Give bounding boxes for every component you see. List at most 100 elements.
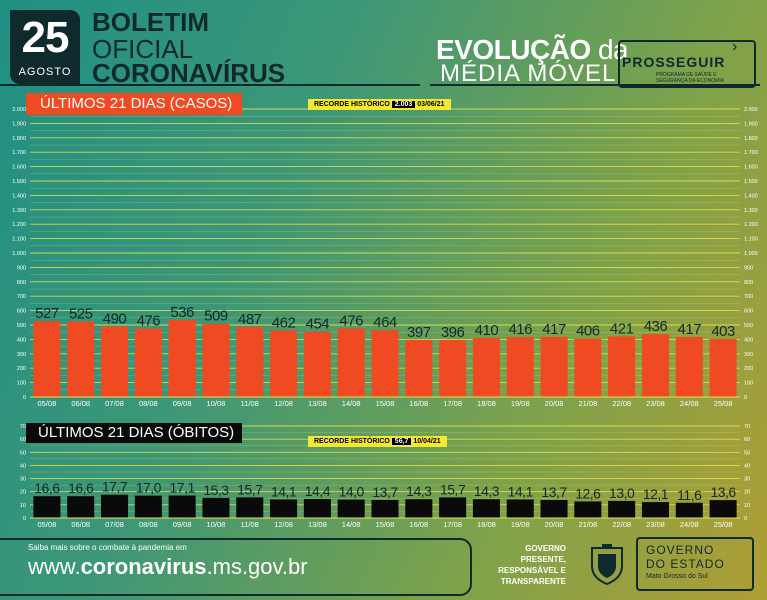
x-tick-label: 12/08 xyxy=(274,520,293,529)
government-logo-frame xyxy=(636,537,754,591)
deaths-record-label: RECORDE HISTÓRICO xyxy=(314,438,390,445)
x-tick-label: 19/08 xyxy=(511,399,530,408)
data-label: 410 xyxy=(475,322,499,339)
data-label: 15,3 xyxy=(203,482,229,498)
data-label: 487 xyxy=(238,311,262,328)
y-tick-label-right: 1.000 xyxy=(744,251,758,257)
x-tick-label: 10/08 xyxy=(207,520,226,529)
y-tick-label-right: 200 xyxy=(744,366,753,372)
bar xyxy=(506,337,534,397)
y-tick-label-right: 1.600 xyxy=(744,165,758,171)
data-label: 15,7 xyxy=(237,481,263,497)
bar xyxy=(709,500,737,518)
x-tick-label: 14/08 xyxy=(342,520,361,529)
data-label: 527 xyxy=(35,305,59,322)
footer-url-link[interactable]: www.coronavirus.ms.gov.br xyxy=(28,554,308,579)
data-label: 536 xyxy=(170,304,194,321)
data-label: 14,1 xyxy=(271,483,297,499)
bar xyxy=(439,339,467,397)
y-tick-label-right: 1.800 xyxy=(744,136,758,142)
prosseguir-logo-text: PROSSEGUIR xyxy=(622,54,726,70)
y-tick-label-left: 40 xyxy=(20,463,26,469)
bar xyxy=(303,499,331,518)
y-tick-label-right: 400 xyxy=(744,337,753,343)
x-tick-label: 06/08 xyxy=(71,520,90,529)
x-tick-label: 06/08 xyxy=(71,399,90,408)
bar xyxy=(472,499,500,518)
x-tick-label: 11/08 xyxy=(241,399,259,408)
data-label: 14,3 xyxy=(474,483,500,499)
cases-record-banner: RECORDE HISTÓRICO 2.003 03/06/21 xyxy=(308,99,451,110)
x-tick-label: 16/08 xyxy=(409,520,428,529)
cases-chart: 0 0 100 100 200 200 300 300 400 400 500 500 600 600 70… xyxy=(12,107,758,408)
y-tick-label-right: 600 xyxy=(744,309,753,315)
y-tick-label-right: 70 xyxy=(744,424,750,430)
bar xyxy=(168,319,196,397)
bar xyxy=(134,495,162,518)
y-tick-label-right: 0 xyxy=(744,395,747,401)
y-tick-label-left: 100 xyxy=(17,381,26,387)
government-name-line2: DO ESTADO xyxy=(646,557,725,571)
bar xyxy=(303,331,331,397)
bar xyxy=(67,321,95,397)
y-tick-label-left: 700 xyxy=(17,294,26,300)
bar xyxy=(202,497,230,518)
x-tick-label: 18/08 xyxy=(477,520,496,529)
y-tick-label-right: 1.500 xyxy=(744,179,758,185)
bar xyxy=(67,496,95,518)
header-divider-left xyxy=(0,84,420,86)
bulletin-title-line3: CORONAVÍRUS xyxy=(92,58,286,88)
chart-title-line2: MÉDIA MÓVEL xyxy=(440,60,617,87)
data-label: 403 xyxy=(711,323,735,340)
y-tick-label-left: 500 xyxy=(17,323,26,329)
y-tick-label-right: 1.400 xyxy=(744,193,758,199)
y-tick-label-right: 100 xyxy=(744,381,753,387)
bar xyxy=(168,495,196,518)
y-tick-label-left: 900 xyxy=(17,265,26,271)
y-tick-label-right: 10 xyxy=(744,503,750,509)
x-tick-label: 17/08 xyxy=(443,520,462,529)
bar xyxy=(608,500,636,518)
data-label: 17,1 xyxy=(170,480,196,496)
bar xyxy=(405,339,433,397)
data-label: 16,6 xyxy=(34,480,60,496)
x-tick-label: 07/08 xyxy=(105,520,124,529)
bar xyxy=(675,502,703,518)
data-label: 421 xyxy=(610,320,634,337)
x-tick-label: 17/08 xyxy=(443,399,462,408)
date-badge: 25 AGOSTO xyxy=(10,10,80,84)
data-label: 11,6 xyxy=(677,487,702,503)
bar xyxy=(641,334,669,397)
x-tick-label: 15/08 xyxy=(376,399,395,408)
bar xyxy=(574,338,602,397)
x-tick-label: 13/08 xyxy=(308,399,327,408)
data-label: 476 xyxy=(339,312,363,329)
bulletin-title-line2: OFICIAL xyxy=(92,34,194,64)
chevron-right-icon: › xyxy=(732,38,738,55)
bar xyxy=(675,336,703,397)
government-slogan: GOVERNO PRESENTE, RESPONSÁVEL E TRANSPAR… xyxy=(498,544,566,586)
y-tick-label-left: 400 xyxy=(17,337,26,343)
header-divider-right xyxy=(430,84,760,86)
deaths-section-label: ÚLTIMOS 21 DIAS (ÓBITOS) xyxy=(26,423,242,443)
bar xyxy=(101,326,129,397)
footer-info-frame xyxy=(0,538,472,596)
x-tick-label: 13/08 xyxy=(308,520,327,529)
date-month: AGOSTO xyxy=(18,66,72,78)
data-label: 14,1 xyxy=(508,483,534,499)
data-label: 12,6 xyxy=(575,485,601,501)
x-tick-label: 12/08 xyxy=(274,399,293,408)
x-tick-label: 24/08 xyxy=(680,399,699,408)
y-tick-label-right: 0 xyxy=(744,516,747,522)
y-tick-label-right: 700 xyxy=(744,294,753,300)
x-tick-label: 05/08 xyxy=(38,399,57,408)
government-name-line1: GOVERNO xyxy=(646,543,715,557)
x-tick-label: 18/08 xyxy=(477,399,496,408)
bar xyxy=(270,499,298,518)
x-tick-label: 22/08 xyxy=(612,520,631,529)
data-label: 476 xyxy=(137,312,161,329)
y-tick-label-right: 500 xyxy=(744,323,753,329)
state-crest-icon xyxy=(591,544,623,586)
data-label: 417 xyxy=(542,321,566,338)
